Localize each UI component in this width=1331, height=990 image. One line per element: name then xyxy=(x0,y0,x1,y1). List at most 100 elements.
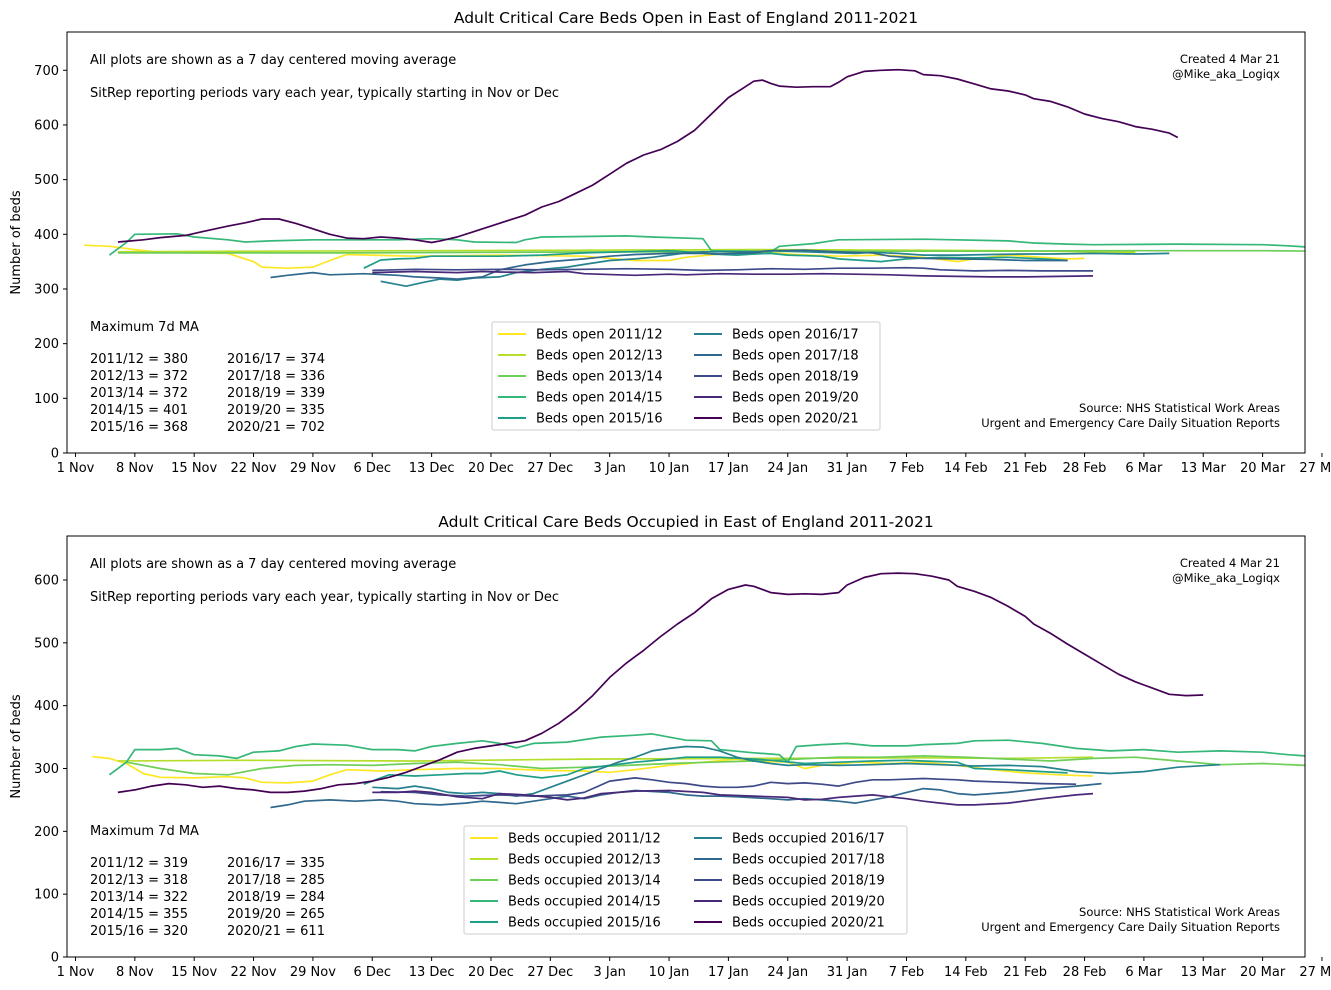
y-axis-label: Number of beds xyxy=(9,694,24,799)
x-tick-label: 13 Mar xyxy=(1181,461,1227,476)
max-value: 2020/21 = 702 xyxy=(227,420,325,435)
x-tick-label: 20 Mar xyxy=(1240,461,1286,476)
y-tick-label: 200 xyxy=(34,337,59,352)
chart-2: Adult Critical Care Beds Occupied in Eas… xyxy=(9,513,1331,980)
legend-label: Beds occupied 2011/12 xyxy=(508,832,661,847)
y-axis-label: Number of beds xyxy=(9,190,24,295)
y-tick-label: 0 xyxy=(51,951,59,966)
x-tick-label: 27 Mar xyxy=(1299,461,1331,476)
source-line-2: Urgent and Emergency Care Daily Situatio… xyxy=(981,920,1280,934)
legend-label: Beds occupied 2017/18 xyxy=(732,853,885,868)
y-tick-label: 500 xyxy=(34,636,59,651)
x-tick-label: 1 Nov xyxy=(57,461,95,476)
series-group xyxy=(83,68,1305,288)
max-value: 2018/19 = 339 xyxy=(227,386,325,401)
plot-frame xyxy=(66,31,1306,454)
legend-label: Beds occupied 2012/13 xyxy=(508,853,661,868)
y-tick-label: 100 xyxy=(34,392,59,407)
legend-label: Beds occupied 2013/14 xyxy=(508,874,661,889)
note-reporting-periods: SitRep reporting periods vary each year,… xyxy=(90,590,559,605)
x-tick-label: 7 Feb xyxy=(889,965,924,980)
legend-label: Beds open 2013/14 xyxy=(536,370,663,385)
y-tick-label: 200 xyxy=(34,825,59,840)
series-line-2012 xyxy=(117,756,1094,762)
x-tick-label: 15 Nov xyxy=(171,965,217,980)
x-tick-label: 6 Mar xyxy=(1125,965,1163,980)
legend-label: Beds occupied 2020/21 xyxy=(732,916,885,931)
x-tick-label: 13 Dec xyxy=(409,965,455,980)
source-line-1: Source: NHS Statistical Work Areas xyxy=(1079,401,1280,415)
y-tick-label: 300 xyxy=(34,762,59,777)
max-value: 2017/18 = 285 xyxy=(227,873,325,888)
x-tick-label: 10 Jan xyxy=(649,965,690,980)
series-line-2016 xyxy=(372,745,1221,797)
legend-label: Beds open 2020/21 xyxy=(732,412,859,427)
x-tick-label: 21 Feb xyxy=(1003,965,1047,980)
series-line-2013 xyxy=(126,755,1305,776)
max-value: 2018/19 = 284 xyxy=(227,890,325,905)
chart-title: Adult Critical Care Beds Open in East of… xyxy=(454,9,918,27)
legend-label: Beds open 2018/19 xyxy=(732,370,859,385)
series-line-2018 xyxy=(380,777,1077,797)
credit-author: @Mike_aka_Logiqx xyxy=(1172,571,1280,585)
max-value: 2014/15 = 401 xyxy=(90,403,188,418)
x-tick-label: 29 Nov xyxy=(290,461,336,476)
legend-label: Beds open 2017/18 xyxy=(732,349,859,364)
legend-label: Beds occupied 2015/16 xyxy=(508,916,661,931)
x-tick-label: 8 Nov xyxy=(116,461,154,476)
x-tick-label: 6 Dec xyxy=(353,461,391,476)
source-line-2: Urgent and Emergency Care Daily Situatio… xyxy=(981,416,1280,430)
max-value: 2013/14 = 322 xyxy=(90,890,188,905)
legend-label: Beds open 2014/15 xyxy=(536,391,663,406)
series-line-2020 xyxy=(117,68,1179,244)
source-line-1: Source: NHS Statistical Work Areas xyxy=(1079,905,1280,919)
max-value: 2012/13 = 372 xyxy=(90,369,188,384)
x-tick-label: 14 Feb xyxy=(944,965,988,980)
y-tick-label: 400 xyxy=(34,228,59,243)
chart-title: Adult Critical Care Beds Occupied in Eas… xyxy=(438,513,933,531)
credit-author: @Mike_aka_Logiqx xyxy=(1172,67,1280,81)
credit-created: Created 4 Mar 21 xyxy=(1180,556,1280,570)
max-value: 2015/16 = 320 xyxy=(90,924,188,939)
chart-1: Adult Critical Care Beds Open in East of… xyxy=(9,9,1331,476)
legend-box xyxy=(463,825,908,935)
max-value: 2011/12 = 319 xyxy=(90,856,188,871)
x-tick-label: 17 Jan xyxy=(708,965,749,980)
y-tick-label: 700 xyxy=(34,64,59,79)
x-tick-label: 7 Feb xyxy=(889,461,924,476)
max-value: 2014/15 = 355 xyxy=(90,907,188,922)
note-moving-average: All plots are shown as a 7 day centered … xyxy=(90,557,456,572)
max-title: Maximum 7d MA xyxy=(90,320,199,335)
x-tick-label: 13 Mar xyxy=(1181,965,1227,980)
x-tick-label: 3 Jan xyxy=(593,965,625,980)
series-group xyxy=(92,572,1305,809)
max-value: 2012/13 = 318 xyxy=(90,873,188,888)
x-tick-label: 17 Jan xyxy=(708,461,749,476)
max-value: 2019/20 = 265 xyxy=(227,907,325,922)
series-line-2019 xyxy=(372,789,1094,806)
max-value: 2019/20 = 335 xyxy=(227,403,325,418)
x-tick-label: 20 Dec xyxy=(468,965,514,980)
series-line-2017 xyxy=(270,249,1068,280)
x-tick-label: 15 Nov xyxy=(171,461,217,476)
plot-frame xyxy=(66,535,1306,958)
legend-label: Beds occupied 2018/19 xyxy=(732,874,885,889)
y-tick-label: 300 xyxy=(34,282,59,297)
series-line-2018 xyxy=(372,266,1093,272)
x-tick-label: 6 Dec xyxy=(353,965,391,980)
legend-label: Beds open 2011/12 xyxy=(536,328,663,343)
x-tick-label: 28 Feb xyxy=(1063,461,1107,476)
max-value: 2020/21 = 611 xyxy=(227,924,325,939)
x-tick-label: 10 Jan xyxy=(649,461,690,476)
y-tick-label: 600 xyxy=(34,573,59,588)
x-tick-label: 8 Nov xyxy=(116,965,154,980)
x-tick-label: 22 Nov xyxy=(231,461,277,476)
x-tick-label: 27 Dec xyxy=(527,461,573,476)
legend-label: Beds open 2016/17 xyxy=(732,328,859,343)
x-tick-label: 6 Mar xyxy=(1125,461,1163,476)
series-line-2014 xyxy=(108,733,1305,776)
x-tick-label: 1 Nov xyxy=(57,965,95,980)
series-line-2017 xyxy=(270,782,1102,809)
max-value: 2011/12 = 380 xyxy=(90,352,188,367)
